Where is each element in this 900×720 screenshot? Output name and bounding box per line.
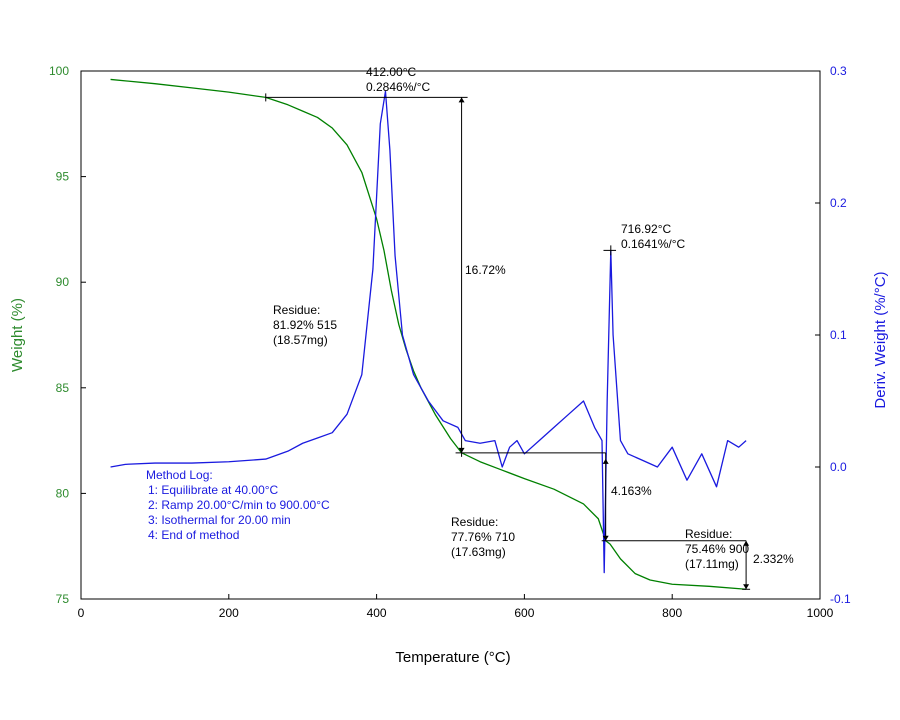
method-log-line: 4: End of method — [148, 528, 239, 542]
annotation-res710-line: Residue: — [451, 515, 498, 529]
method-log-line: 1: Equilibrate at 40.00°C — [148, 483, 279, 497]
y-left-tick-label: 90 — [56, 275, 70, 289]
x-tick-label: 600 — [514, 606, 534, 620]
derivative-curve — [110, 90, 747, 574]
annotation-peak2-line: 0.1641%/°C — [621, 237, 686, 251]
y-right-tick-label: 0.0 — [830, 460, 847, 474]
y-right-tick-label: -0.1 — [830, 592, 851, 606]
y-left-tick-label: 75 — [56, 592, 70, 606]
y-right-tick-label: 0.3 — [830, 64, 847, 78]
annotation-step3-line: 2.332% — [753, 552, 794, 566]
annotation-peak2-line: 716.92°C — [621, 222, 672, 236]
x-tick-label: 800 — [662, 606, 682, 620]
x-tick-label: 400 — [367, 606, 387, 620]
annotation-peak1-line: 412.00°C — [366, 65, 417, 79]
annotation-peak1-line: 0.2846%/°C — [366, 80, 431, 94]
annotation-res515-line: (18.57mg) — [273, 333, 328, 347]
annotation-res900-line: (17.11mg) — [685, 557, 739, 571]
y-left-tick-label: 80 — [56, 486, 70, 500]
step2-arrow-bottom — [602, 535, 609, 541]
annotation-step1-line: 16.72% — [465, 263, 506, 277]
y-left-axis-label: Weight (%) — [9, 298, 26, 372]
y-left-tick-label: 85 — [56, 381, 70, 395]
y-right-axis-label: Deriv. Weight (%/°C) — [872, 271, 889, 408]
x-axis-label: Temperature (°C) — [395, 649, 510, 666]
annotation-res710-line: (17.63mg) — [451, 545, 506, 559]
method-log-line: 2: Ramp 20.00°C/min to 900.00°C — [148, 498, 330, 512]
method-log: Method Log:1: Equilibrate at 40.00°C2: R… — [146, 468, 330, 542]
step1-arrow-top — [458, 97, 465, 103]
annotation-res900-line: Residue: — [685, 527, 732, 541]
annotation-step2-line: 4.163% — [611, 484, 652, 498]
annotation-res515-line: Residue: — [273, 303, 320, 317]
annotation-res515-line: 81.92% 515 — [273, 318, 337, 332]
step2-arrow-top — [602, 458, 609, 464]
step3-arrow-top — [743, 540, 750, 546]
y-right-tick-label: 0.2 — [830, 196, 847, 210]
x-tick-label: 1000 — [807, 606, 834, 620]
step3-arrow-bottom — [743, 584, 750, 590]
x-tick-label: 0 — [78, 606, 85, 620]
y-left-tick-label: 100 — [49, 64, 69, 78]
y-right-tick-label: 0.1 — [830, 328, 847, 342]
annotation-res900-line: 75.46% 900 — [685, 542, 749, 556]
y-left-tick-label: 95 — [56, 170, 70, 184]
method-log-line: Method Log: — [146, 468, 213, 482]
method-log-line: 3: Isothermal for 20.00 min — [148, 513, 291, 527]
x-tick-label: 200 — [219, 606, 239, 620]
annotation-res710-line: 77.76% 710 — [451, 530, 515, 544]
